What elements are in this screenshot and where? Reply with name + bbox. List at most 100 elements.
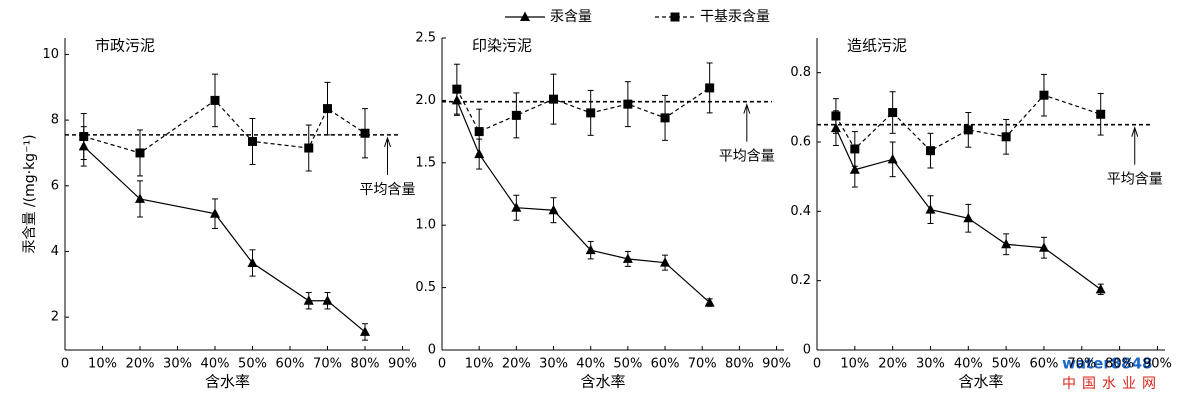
x-tick-label: 10% (465, 357, 494, 372)
marker (323, 104, 332, 114)
series-line (83, 145, 366, 333)
y-tick-label: 0.4 (790, 204, 811, 219)
x-axis-label: 含水率 (958, 373, 1003, 391)
marker (849, 164, 860, 174)
x-tick-label: 90% (1143, 357, 1172, 372)
legend-marker (670, 12, 680, 22)
x-tick-label: 50% (238, 357, 267, 372)
y-tick-label: 6 (51, 178, 59, 193)
x-tick-label: 60% (276, 357, 305, 372)
y-tick-label: 0 (428, 343, 436, 358)
marker (135, 148, 145, 158)
annotation-arrowhead (1131, 126, 1139, 137)
x-tick-label: 70% (313, 357, 342, 372)
panel-title: 印染污泥 (472, 37, 532, 55)
marker (1001, 132, 1011, 142)
x-tick-label: 80% (1105, 357, 1134, 372)
marker (360, 128, 370, 138)
x-tick-label: 30% (539, 357, 568, 372)
marker (887, 153, 898, 164)
marker (1095, 283, 1106, 294)
marker (1001, 238, 1012, 249)
y-tick-label: 2 (51, 310, 59, 325)
x-tick-label: 20% (878, 357, 907, 372)
x-tick-label: 10% (840, 357, 869, 372)
x-tick-label: 70% (688, 357, 717, 372)
marker (304, 143, 314, 153)
y-tick-label: 2.5 (415, 31, 436, 46)
marker (360, 326, 370, 336)
marker (705, 83, 715, 93)
y-tick-label: 0 (803, 343, 811, 358)
y-tick-label: 4 (51, 244, 59, 259)
marker (79, 132, 89, 142)
x-axis-label: 含水率 (205, 373, 250, 391)
marker (622, 253, 633, 263)
marker (247, 257, 258, 267)
marker (474, 127, 484, 137)
marker (549, 94, 559, 104)
annotation-arrowhead (384, 136, 391, 148)
marker (963, 125, 973, 135)
x-tick-label: 80% (351, 357, 380, 372)
marker (623, 99, 633, 109)
watermark-logo: water8848 (1062, 355, 1152, 373)
marker (963, 212, 974, 223)
y-tick-label: 2.0 (415, 93, 436, 108)
x-tick-label: 90% (762, 357, 791, 372)
annotation: 平均含量 (360, 182, 416, 198)
y-tick-label: 8 (51, 113, 59, 128)
x-tick-label: 40% (576, 357, 605, 372)
marker (925, 146, 935, 156)
series-line (835, 127, 1102, 290)
legend-label: 干基汞含量 (700, 8, 770, 25)
x-tick-label: 40% (954, 357, 983, 372)
marker (850, 144, 860, 154)
y-tick-label: 1.0 (415, 218, 436, 233)
marker (210, 208, 220, 218)
marker (925, 204, 936, 214)
x-tick-label: 0 (438, 357, 446, 372)
marker (322, 295, 333, 305)
legend-label: 汞含量 (550, 9, 592, 25)
x-tick-label: 10% (88, 357, 117, 372)
panel-title: 造纸污泥 (847, 37, 907, 55)
x-tick-label: 50% (613, 357, 642, 372)
x-tick-label: 50% (992, 357, 1021, 372)
marker (135, 193, 145, 203)
watermark-text: 中国水业网 (1062, 376, 1162, 392)
x-tick-label: 0 (813, 357, 821, 372)
y-tick-label: 0.6 (790, 135, 811, 150)
marker (585, 244, 596, 255)
annotation: 平均含量 (1107, 172, 1163, 188)
marker (660, 257, 671, 267)
x-tick-label: 70% (1067, 357, 1096, 372)
annotation-arrowhead (743, 103, 751, 114)
x-tick-label: 60% (1030, 357, 1059, 372)
x-tick-label: 20% (126, 357, 155, 372)
annotation: 平均含量 (719, 149, 775, 165)
y-tick-label: 1.5 (415, 155, 436, 170)
x-axis-label: 含水率 (580, 373, 625, 391)
y-axis-label: 汞含量 /(mg·kg⁻¹) (22, 134, 38, 253)
marker (1038, 242, 1049, 252)
y-tick-label: 10 (42, 47, 59, 62)
y-tick-label: 0.2 (790, 273, 811, 288)
marker (704, 297, 715, 307)
series-line (456, 100, 711, 304)
x-tick-label: 90% (388, 357, 417, 372)
marker (1039, 90, 1049, 100)
marker (660, 113, 670, 123)
series-line (83, 99, 366, 154)
y-tick-label: 0.5 (415, 280, 436, 295)
panel-title: 市政污泥 (95, 37, 155, 55)
y-tick-label: 0.8 (790, 65, 811, 80)
x-tick-label: 0 (61, 357, 69, 372)
marker (831, 111, 841, 121)
marker (210, 95, 220, 105)
x-tick-label: 30% (163, 357, 192, 372)
marker (303, 295, 314, 305)
legend-marker (520, 11, 530, 21)
marker (511, 202, 522, 212)
